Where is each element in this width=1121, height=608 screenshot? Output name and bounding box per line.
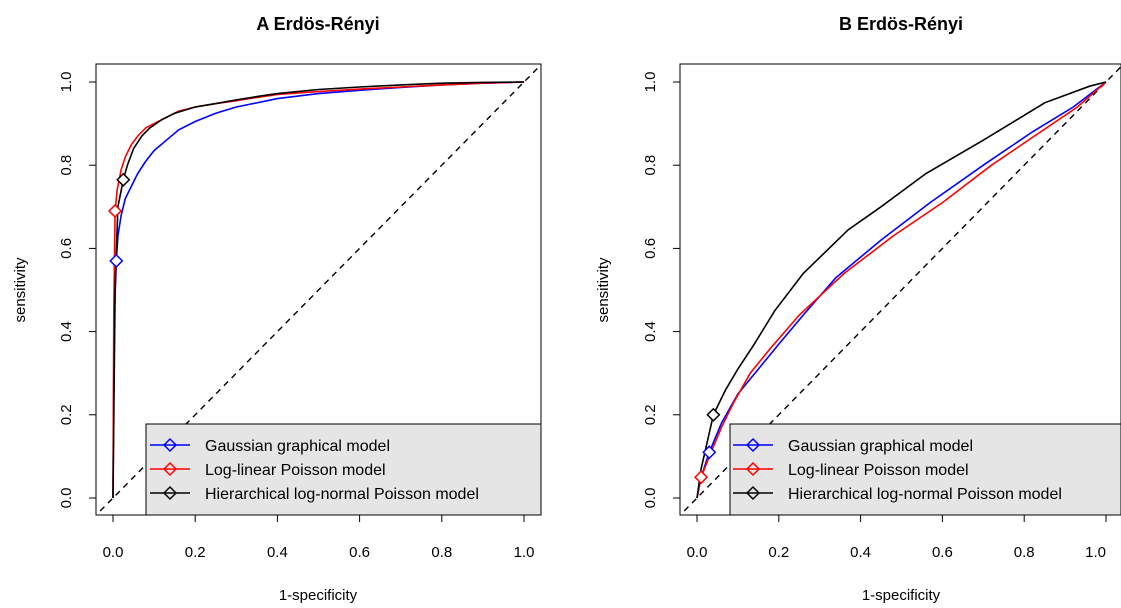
panel-b-x-tick-label: 0.8 bbox=[1014, 544, 1035, 561]
panel-b-y-tick-label: 0.4 bbox=[642, 321, 659, 342]
panel-a-marker-gaussian bbox=[109, 253, 124, 268]
panel-b-legend-key-hierarchical bbox=[733, 485, 773, 501]
panel-a-marker-hierarchical bbox=[116, 172, 131, 187]
panel-b-legend-key-gaussian bbox=[733, 437, 773, 453]
panel-b-marker-loglinear bbox=[694, 470, 709, 485]
panel-a-y-tick-label: 0.0 bbox=[58, 488, 75, 509]
panel-b-legend-key-loglinear bbox=[733, 461, 773, 477]
panel-a-legend-label-gaussian: Gaussian graphical model bbox=[205, 438, 390, 455]
panel-b-y-axis: 0.0 0.2 0.4 0.6 0.8 1.0 sensitivity bbox=[595, 72, 681, 509]
panel-b-x-axis: 0.0 0.2 0.4 0.6 0.8 1.0 1-specificity bbox=[687, 514, 1107, 604]
panel-b-diagonal-reference-line bbox=[680, 65, 1121, 515]
panel-a-legend-label-hierarchical: Hierarchical log-normal Poisson model bbox=[205, 486, 479, 503]
panel-a-title: A Erdös-Rényi bbox=[256, 14, 379, 34]
panel-b-x-tick-label: 0.6 bbox=[932, 544, 953, 561]
panel-a-x-axis: 0.0 0.2 0.4 0.6 0.8 1.0 1-specificity bbox=[103, 514, 535, 604]
panel-a-y-tick-label: 0.8 bbox=[58, 155, 75, 176]
panel-a-x-tick-label: 0.6 bbox=[349, 544, 370, 561]
panel-a-marker-loglinear bbox=[107, 203, 123, 219]
panel-b-y-tick-label: 0.8 bbox=[642, 155, 659, 176]
panel-b-y-tick-label: 0.6 bbox=[642, 238, 659, 259]
panel-b-legend-box bbox=[729, 423, 1121, 516]
panel-a-y-tick-label: 1.0 bbox=[58, 72, 75, 93]
panel-a-legend: Gaussian graphical model Log-linear Pois… bbox=[145, 423, 542, 516]
panel-b-roc-curve-gaussian bbox=[696, 81, 1107, 499]
panel-b-roc-curve-loglinear bbox=[696, 81, 1107, 499]
panel-b-y-tick-label: 0.0 bbox=[642, 488, 659, 509]
panel-a-y-tick-label: 0.2 bbox=[58, 404, 75, 425]
panel-b-x-tick-label: 0.2 bbox=[768, 544, 789, 561]
panel-b-y-tick-label: 0.2 bbox=[642, 404, 659, 425]
panel-a-legend-key-loglinear bbox=[150, 461, 190, 477]
panel-a-legend-key-hierarchical bbox=[150, 485, 190, 501]
panel-b-title: B Erdös-Rényi bbox=[839, 14, 963, 34]
panel-b-y-axis-label: sensitivity bbox=[595, 257, 612, 323]
panel-a-reference-line-layer bbox=[96, 64, 541, 515]
panel-b: B Erdös-Rényi Gaussian graphical model L… bbox=[595, 14, 1121, 604]
panel-b-legend-label-loglinear: Log-linear Poisson model bbox=[788, 462, 969, 479]
panel-a-legend-key-gaussian bbox=[150, 437, 190, 453]
panel-b-marker-gaussian bbox=[702, 445, 717, 460]
panel-a-x-tick-label: 0.4 bbox=[267, 544, 288, 561]
panel-a-x-tick-label: 1.0 bbox=[514, 544, 535, 561]
panel-a-x-tick-label: 0.8 bbox=[431, 544, 452, 561]
panel-b-roc-curve-hierarchical bbox=[696, 81, 1107, 499]
panel-a: A Erdös-Rényi Gaussian graphical model L… bbox=[12, 14, 542, 604]
panel-b-x-tick-label: 0.4 bbox=[850, 544, 871, 561]
panel-b-y-tick-label: 1.0 bbox=[642, 72, 659, 93]
panel-b-x-tick-label: 0.0 bbox=[687, 544, 708, 561]
panel-b-series-layer bbox=[696, 81, 1107, 499]
panel-b-reference-line-layer bbox=[680, 65, 1121, 515]
panel-a-legend-label-loglinear: Log-linear Poisson model bbox=[205, 462, 386, 479]
panel-a-diagonal-reference-line bbox=[96, 64, 541, 515]
panel-a-y-tick-label: 0.6 bbox=[58, 238, 75, 259]
panel-b-legend-label-gaussian: Gaussian graphical model bbox=[788, 438, 973, 455]
panel-b-legend: Gaussian graphical model Log-linear Pois… bbox=[729, 423, 1121, 516]
panel-b-marker-hierarchical bbox=[706, 407, 721, 422]
panel-b-x-tick-label: 1.0 bbox=[1085, 544, 1106, 561]
panel-a-y-axis-label: sensitivity bbox=[12, 257, 29, 323]
panel-a-x-axis-label: 1-specificity bbox=[279, 587, 358, 604]
panel-b-x-axis-label: 1-specificity bbox=[862, 587, 941, 604]
panel-a-y-axis: 0.0 0.2 0.4 0.6 0.8 1.0 sensitivity bbox=[12, 72, 97, 509]
panel-b-marker-layer bbox=[694, 407, 721, 485]
panel-a-y-tick-label: 0.4 bbox=[58, 321, 75, 342]
panel-b-legend-label-hierarchical: Hierarchical log-normal Poisson model bbox=[788, 486, 1062, 503]
panel-a-x-tick-label: 0.0 bbox=[103, 544, 124, 561]
panel-a-x-tick-label: 0.2 bbox=[185, 544, 206, 561]
panel-a-marker-layer bbox=[107, 172, 131, 268]
